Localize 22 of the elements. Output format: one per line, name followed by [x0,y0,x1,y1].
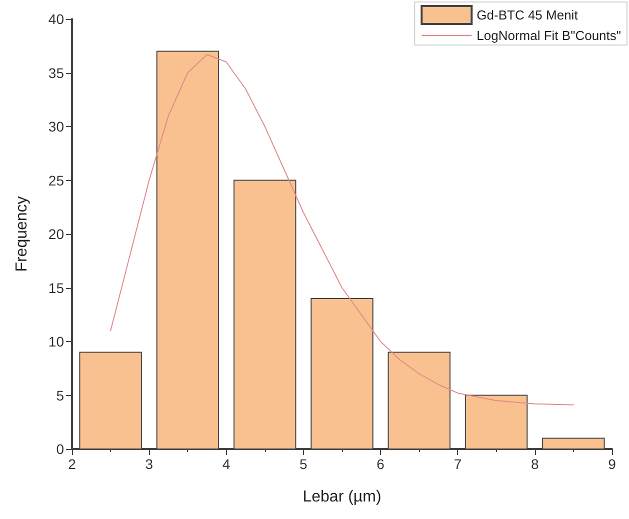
y-tick-label: 0 [56,441,64,457]
y-tick-label: 5 [56,387,64,404]
y-tick-label: 30 [48,118,64,134]
x-tick-label: 5 [300,456,308,472]
y-tick-label: 15 [48,280,64,296]
x-tick-label: 2 [68,456,76,472]
legend-label: LogNormal Fit B"Counts" [476,28,622,43]
y-axis-title: Frequency [14,196,30,272]
x-tick-label: 4 [222,456,230,472]
x-tick-label: 7 [454,456,462,472]
x-tick-label: 6 [376,456,385,472]
line-series [110,54,574,406]
x-tick-label: 3 [145,456,154,472]
y-tick-label: 35 [48,64,64,81]
y-tick-label: 25 [48,172,64,188]
y-tick-label: 40 [48,11,64,27]
legend-label: Gd-BTC 45 Menit [476,8,578,22]
y-tick-label: 10 [48,334,64,350]
y-tick-label: 20 [48,226,64,242]
x-tick-label: 9 [608,456,616,472]
x-axis-title: Lebar (µm) [302,488,382,506]
x-tick-label: 8 [530,456,539,472]
